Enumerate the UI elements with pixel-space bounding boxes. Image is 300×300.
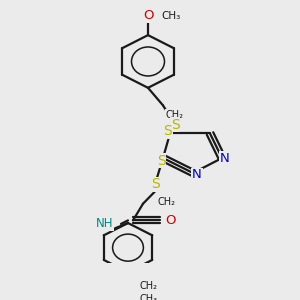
Text: CH₃: CH₃ [140,294,158,300]
Text: S: S [151,177,159,191]
Text: CH₂: CH₂ [165,110,183,120]
Text: CH₂: CH₂ [140,281,158,291]
Text: CH₂: CH₂ [158,197,176,207]
Text: S: S [171,118,179,132]
Text: S: S [164,124,172,138]
Text: S: S [157,154,165,168]
Text: NH: NH [95,218,113,230]
Text: CH₃: CH₃ [161,11,180,21]
Text: O: O [143,9,153,22]
Text: O: O [165,214,175,227]
Text: N: N [192,168,202,181]
Text: N: N [220,152,230,165]
